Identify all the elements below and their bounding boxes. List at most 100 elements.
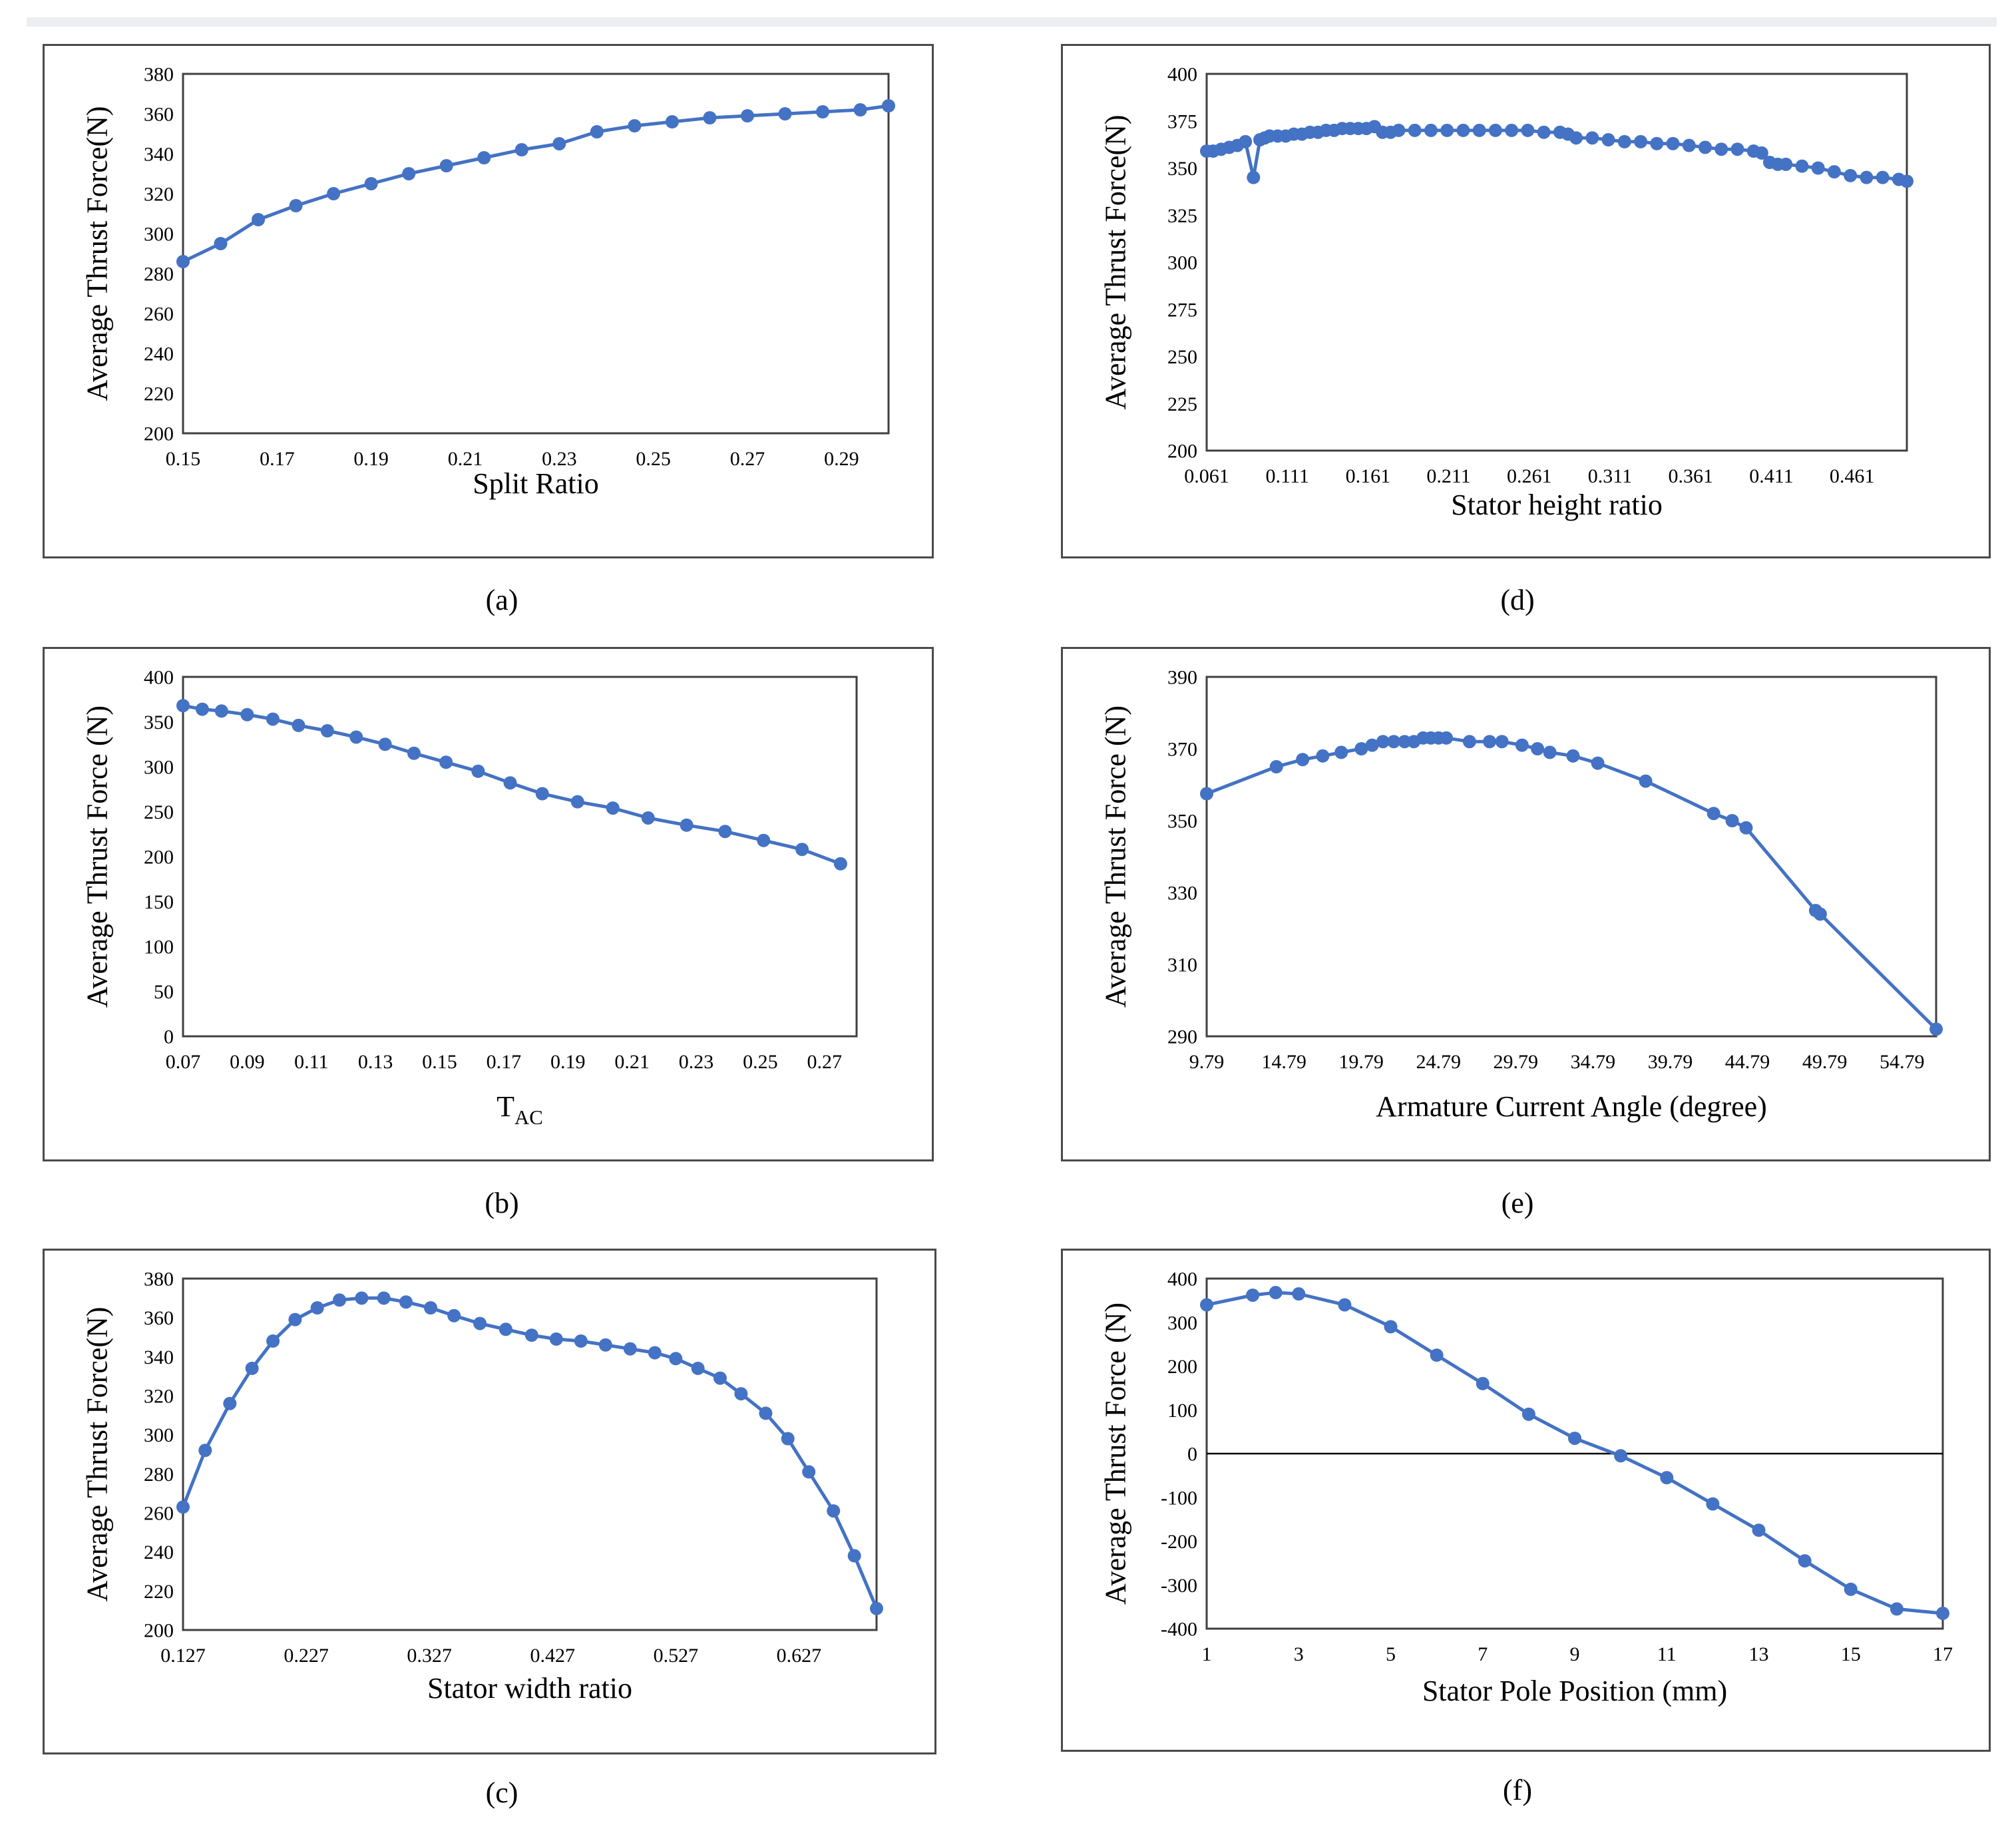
caption-b: (b) — [485, 1187, 519, 1219]
data-point — [214, 237, 228, 250]
x-tick-label: 0.23 — [679, 1051, 714, 1073]
x-tick-label: 0.27 — [730, 448, 765, 470]
y-tick-label: 260 — [144, 1503, 174, 1525]
data-point — [648, 1346, 662, 1360]
y-tick-label: -400 — [1161, 1619, 1197, 1641]
y-tick-label: 225 — [1167, 393, 1197, 415]
data-point — [176, 1500, 190, 1514]
data-point — [1269, 1286, 1283, 1300]
x-tick-label: 34.79 — [1571, 1051, 1616, 1073]
x-axis-label: Stator Pole Position (mm) — [1422, 1675, 1727, 1707]
data-point — [1779, 157, 1793, 171]
x-tick-label: 3 — [1294, 1643, 1304, 1665]
data-point — [349, 730, 363, 744]
data-point — [1483, 735, 1497, 749]
data-point — [1316, 749, 1330, 763]
data-point — [1617, 134, 1631, 148]
data-point — [669, 1352, 683, 1366]
y-tick-label: 360 — [144, 104, 174, 126]
x-tick-label: 0.25 — [743, 1051, 778, 1073]
data-point — [1752, 1523, 1766, 1537]
x-tick-label: 19.79 — [1338, 1051, 1384, 1073]
y-tick-label: 350 — [144, 711, 174, 733]
y-tick-label: 240 — [144, 1541, 174, 1563]
y-axis-label: Average Thrust Force(N) — [81, 106, 113, 401]
data-point — [1844, 1582, 1858, 1596]
x-tick-label: 0.627 — [777, 1645, 822, 1667]
y-tick-label: 375 — [1167, 110, 1197, 132]
data-point — [816, 105, 830, 118]
data-point — [1398, 735, 1412, 749]
data-point — [1936, 1606, 1949, 1620]
data-point — [333, 1293, 347, 1307]
x-tick-label: 0.07 — [166, 1051, 201, 1073]
data-point — [1566, 749, 1580, 763]
data-point — [1376, 735, 1390, 749]
data-point — [1754, 146, 1768, 160]
x-tick-label: 44.79 — [1725, 1051, 1770, 1073]
x-tick-label: 11 — [1657, 1643, 1677, 1665]
data-point — [1601, 133, 1615, 147]
caption-f: (f) — [1503, 1774, 1532, 1806]
y-tick-label: 370 — [1167, 739, 1197, 761]
data-point — [477, 151, 491, 164]
x-tick-label: 0.261 — [1507, 465, 1552, 487]
x-tick-label: 5 — [1386, 1643, 1396, 1665]
y-tick-label: 240 — [144, 343, 174, 365]
data-point — [1699, 140, 1713, 154]
x-tick-label: 54.79 — [1880, 1051, 1925, 1073]
data-point — [680, 818, 694, 832]
data-point — [1531, 742, 1545, 755]
data-point — [795, 843, 809, 857]
data-point — [833, 857, 847, 871]
y-tick-label: 260 — [144, 304, 174, 325]
data-point — [1387, 735, 1401, 749]
data-point — [439, 755, 453, 769]
data-point — [623, 1342, 637, 1356]
x-tick-label: 0.19 — [353, 448, 389, 470]
y-tick-label: 320 — [144, 184, 174, 206]
chart-panel-c: 200 220 240 260 280 300 320 340 360 380 0.127 0.227… — [43, 1249, 936, 1754]
data-point — [703, 111, 717, 124]
data-point — [1354, 742, 1368, 755]
y-tick-label: 200 — [1167, 441, 1197, 463]
y-tick-label: 250 — [1167, 346, 1197, 368]
x-tick-label: 0.21 — [448, 448, 483, 470]
data-point — [1876, 170, 1890, 184]
data-point — [1634, 134, 1648, 148]
x-tick-label: 0.411 — [1749, 465, 1793, 487]
y-tick-label: 290 — [1167, 1026, 1197, 1048]
y-tick-label: 340 — [144, 144, 174, 166]
data-point — [1585, 131, 1599, 145]
x-tick-label: 9 — [1570, 1643, 1580, 1665]
x-tick-label: 39.79 — [1648, 1051, 1693, 1073]
data-point — [289, 199, 303, 212]
y-tick-label: 300 — [144, 757, 174, 779]
caption-e: (e) — [1501, 1187, 1534, 1219]
data-point — [424, 1301, 438, 1315]
y-tick-label: 200 — [144, 847, 174, 869]
data-point — [570, 795, 584, 809]
y-tick-label: 275 — [1167, 299, 1197, 321]
chart-panel-d: 200 225 250 275 300 325 350 375 400 0.061 0.111 0.1… — [1061, 44, 1991, 558]
y-tick-label: -100 — [1161, 1487, 1197, 1509]
y-tick-label: 360 — [144, 1307, 174, 1329]
data-point — [1495, 735, 1509, 749]
data-point — [1844, 168, 1858, 182]
top-strip — [27, 17, 1997, 27]
data-point — [1730, 142, 1744, 156]
data-point — [1292, 1287, 1306, 1301]
series-line-c — [181, 1296, 879, 1609]
data-point — [1430, 1348, 1444, 1362]
data-point — [1521, 1407, 1535, 1421]
y-tick-label: 200 — [144, 423, 174, 445]
data-point — [1521, 123, 1535, 137]
y-tick-label: 220 — [144, 383, 174, 405]
data-point — [1247, 170, 1261, 184]
y-tick-label: 400 — [1167, 1269, 1197, 1291]
plot-area-d — [1205, 73, 1908, 452]
data-point — [499, 1322, 512, 1336]
data-point — [1462, 735, 1476, 749]
y-tick-label: 300 — [1167, 252, 1197, 274]
x-tick-label: 49.79 — [1802, 1051, 1848, 1073]
